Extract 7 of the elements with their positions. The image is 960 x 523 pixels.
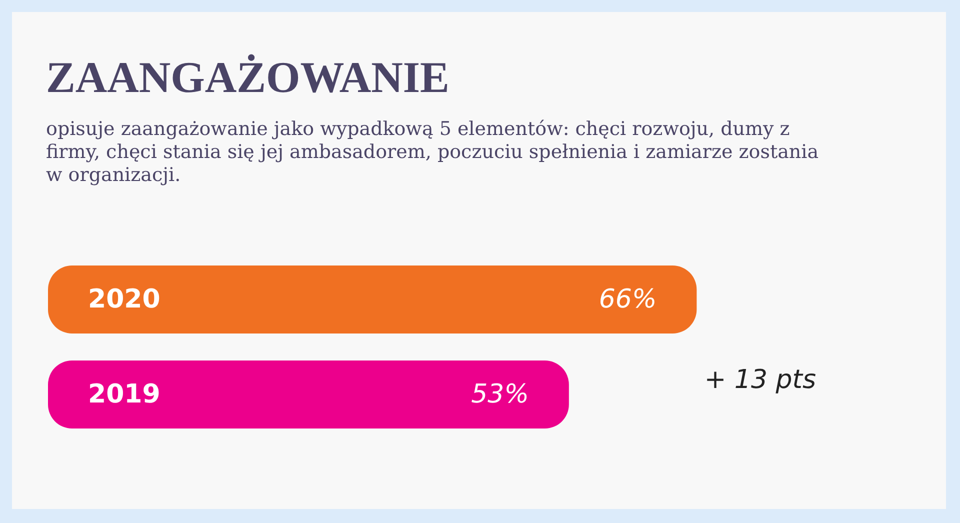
y-tick-label: 2020	[88, 284, 160, 314]
chart-subtitle: opisuje zaangażowanie jako wypadkową 5 elementów: chęci rozwoju, dumy z firmy, chęci stania się jej ambasadorem, poczuciu spełnienia i zamiarze zostania w organizacji.	[46, 118, 820, 187]
chart-title: ZAANGAŻOWANIE	[46, 52, 450, 103]
data-label: 66%	[598, 284, 657, 314]
text: + 13 pts	[704, 365, 816, 395]
y-tick-label: 2019	[88, 380, 160, 410]
data-label: 53%	[471, 380, 529, 410]
